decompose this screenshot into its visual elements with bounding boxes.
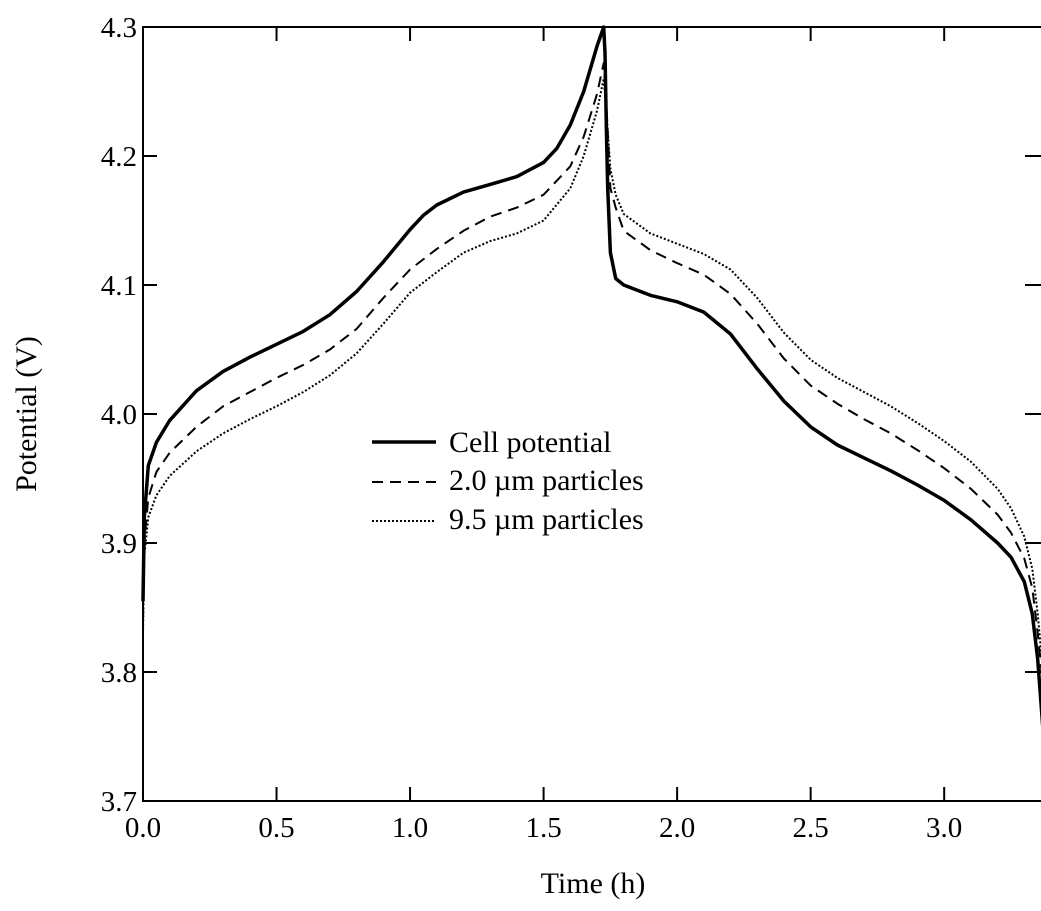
legend: Cell potential 2.0 µm particles 9.5 µm p… (372, 426, 644, 536)
y-tick-label: 4.0 (101, 399, 137, 431)
x-axis-label: Time (h) (541, 867, 646, 900)
y-tick-label: 4.2 (101, 141, 137, 173)
series-line-0 (141, 25, 1041, 727)
x-tick-label: 2.5 (793, 812, 829, 844)
legend-label-cell-potential: Cell potential (449, 426, 611, 459)
x-tick-label: 1.0 (392, 812, 428, 844)
y-tick-label: 4.3 (101, 12, 137, 44)
x-tick-label: 0.5 (258, 812, 294, 844)
plot-frame (142, 26, 1041, 802)
y-tick-label: 3.8 (101, 657, 137, 689)
series-line-1 (142, 62, 1041, 676)
y-tick-label: 3.7 (101, 786, 137, 818)
legend-label-9-5um: 9.5 µm particles (449, 503, 644, 536)
x-tick-label: 1.5 (525, 812, 561, 844)
y-tick-label: 4.1 (101, 270, 137, 302)
y-tick-label: 3.9 (101, 528, 137, 560)
legend-label-2um: 2.0 µm particles (449, 464, 644, 497)
x-tick-label: 0.0 (125, 812, 161, 844)
axis-ticks: 0.0 0.5 1.0 1.5 2.0 2.5 3.0 3.7 3.8 3.9 4.0 4.1 4.2 4… (101, 12, 1041, 844)
x-tick-label: 2.0 (659, 812, 695, 844)
series-layer (141, 25, 1041, 727)
x-tick-label: 3.0 (926, 812, 962, 844)
series-line-2 (142, 77, 1041, 662)
y-axis-label: Potential (V) (10, 336, 43, 492)
